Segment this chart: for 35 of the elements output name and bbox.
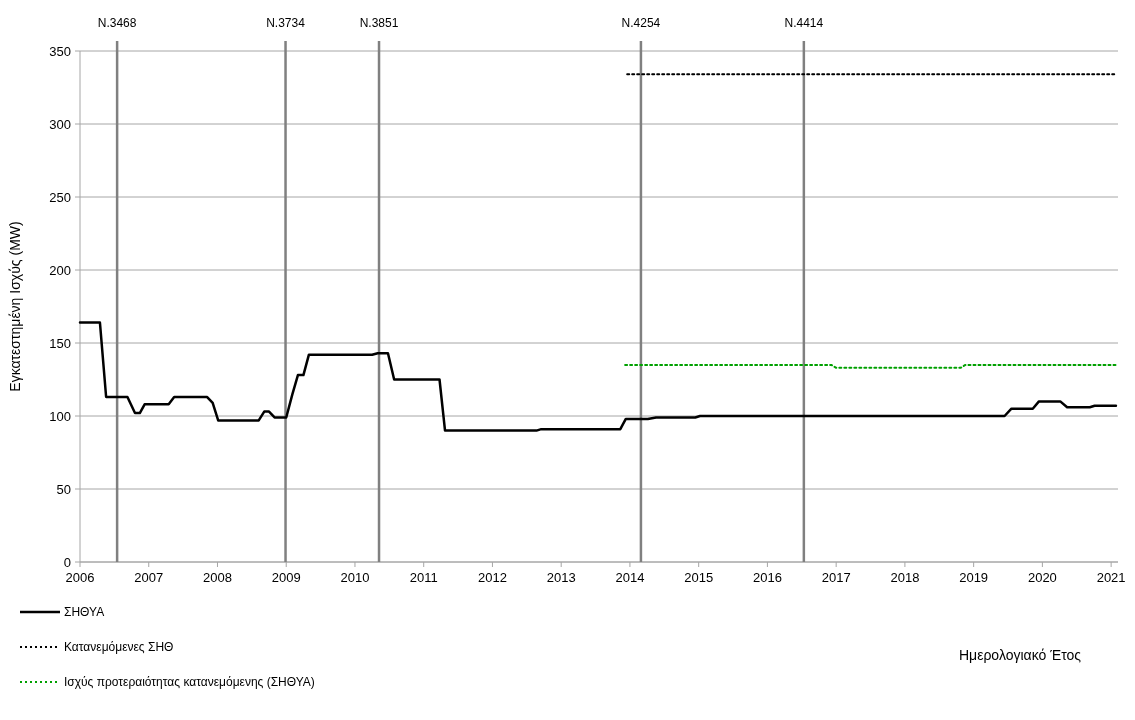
x-tick-label: 2019 bbox=[959, 570, 989, 585]
y-tick-label: 100 bbox=[49, 408, 71, 424]
y-tick-label: 300 bbox=[49, 116, 71, 132]
x-tick-label: 2013 bbox=[546, 570, 576, 585]
legend-label: Ισχύς προτεραιότητας κατανεμόμενης (ΣΗΘΥΑ) bbox=[64, 675, 315, 690]
line-series bbox=[78, 321, 1118, 432]
x-tick-label: 2007 bbox=[134, 570, 164, 585]
x-axis-title: Ημερολογιακό Έτος bbox=[958, 647, 1082, 663]
x-tick-label: 2011 bbox=[409, 570, 438, 585]
x-tick-label: 2012 bbox=[477, 570, 507, 585]
x-tick-label: 2021 bbox=[1096, 570, 1126, 585]
y-axis-title: Εγκατεστημένη Ισχύς (MW) bbox=[7, 221, 23, 392]
y-tick-label: 150 bbox=[49, 335, 71, 351]
x-tick-label: 2009 bbox=[271, 570, 301, 585]
legend-label: Κατανεμόμενες ΣΗΘ bbox=[64, 640, 174, 655]
x-tick-label: 2016 bbox=[752, 570, 782, 585]
x-tick-label: 2010 bbox=[340, 570, 370, 585]
x-tick-label: 2020 bbox=[1027, 570, 1057, 585]
ref-line-label: N.3468 bbox=[97, 16, 137, 30]
x-tick-label: 2006 bbox=[65, 570, 95, 585]
legend-label: ΣΗΘΥΑ bbox=[64, 605, 105, 620]
ref-line-label: N.3851 bbox=[359, 16, 399, 30]
x-tick-label: 2014 bbox=[615, 570, 645, 585]
y-tick-label: 250 bbox=[49, 189, 71, 205]
x-tick-label: 2015 bbox=[684, 570, 714, 585]
x-tick-label: 2008 bbox=[203, 570, 232, 585]
y-tick-label: 50 bbox=[56, 481, 71, 497]
ref-line-label: N.4414 bbox=[784, 16, 824, 30]
ref-line-label: N.4254 bbox=[621, 16, 661, 30]
y-tick-label: 0 bbox=[63, 554, 71, 570]
y-tick-label: 350 bbox=[49, 43, 71, 59]
x-tick-label: 2017 bbox=[821, 570, 851, 585]
y-tick-label: 200 bbox=[49, 262, 71, 278]
x-tick-label: 2018 bbox=[890, 570, 920, 585]
ref-line-label: N.3734 bbox=[266, 16, 306, 30]
